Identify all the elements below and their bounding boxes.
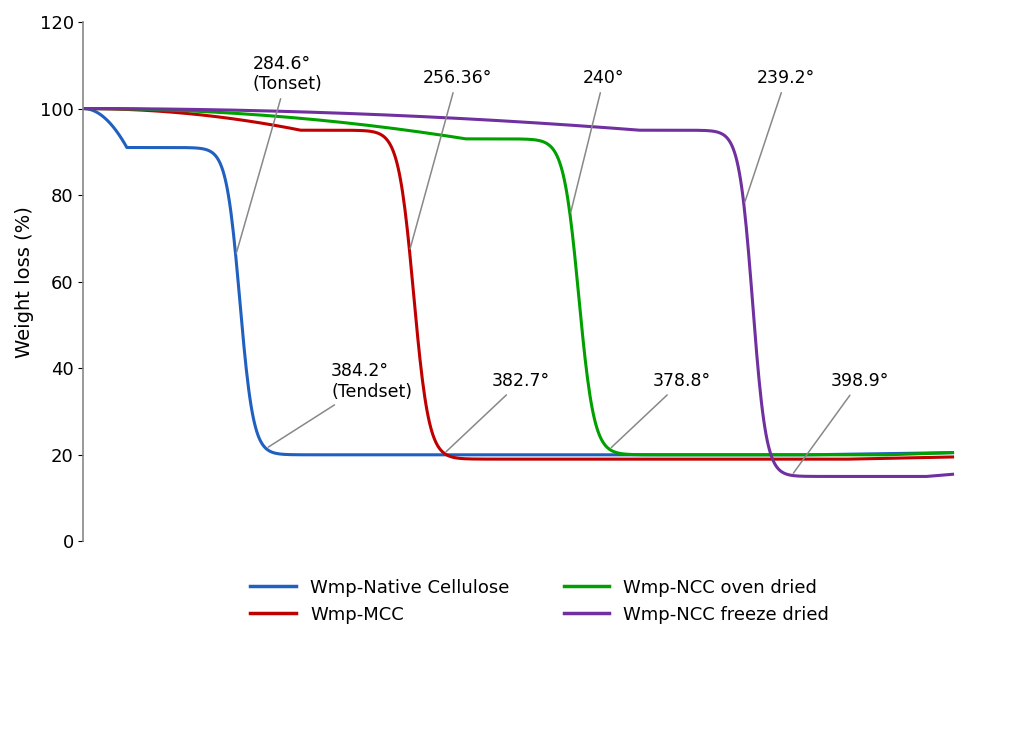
Text: 239.2°: 239.2° <box>745 69 815 202</box>
Text: 240°: 240° <box>571 69 625 212</box>
Text: 382.7°: 382.7° <box>446 372 550 451</box>
Text: 378.8°: 378.8° <box>612 372 711 448</box>
Text: 256.36°: 256.36° <box>410 69 491 249</box>
Text: 384.2°
(Tendset): 384.2° (Tendset) <box>268 362 412 447</box>
Text: 398.9°: 398.9° <box>794 372 890 473</box>
Legend: Wmp-Native Cellulose, Wmp-MCC, Wmp-NCC oven dried, Wmp-NCC freeze dried: Wmp-Native Cellulose, Wmp-MCC, Wmp-NCC o… <box>244 571 836 631</box>
Text: 284.6°
(Tonset): 284.6° (Tonset) <box>237 54 323 254</box>
Y-axis label: Weight loss (%): Weight loss (%) <box>15 206 34 357</box>
